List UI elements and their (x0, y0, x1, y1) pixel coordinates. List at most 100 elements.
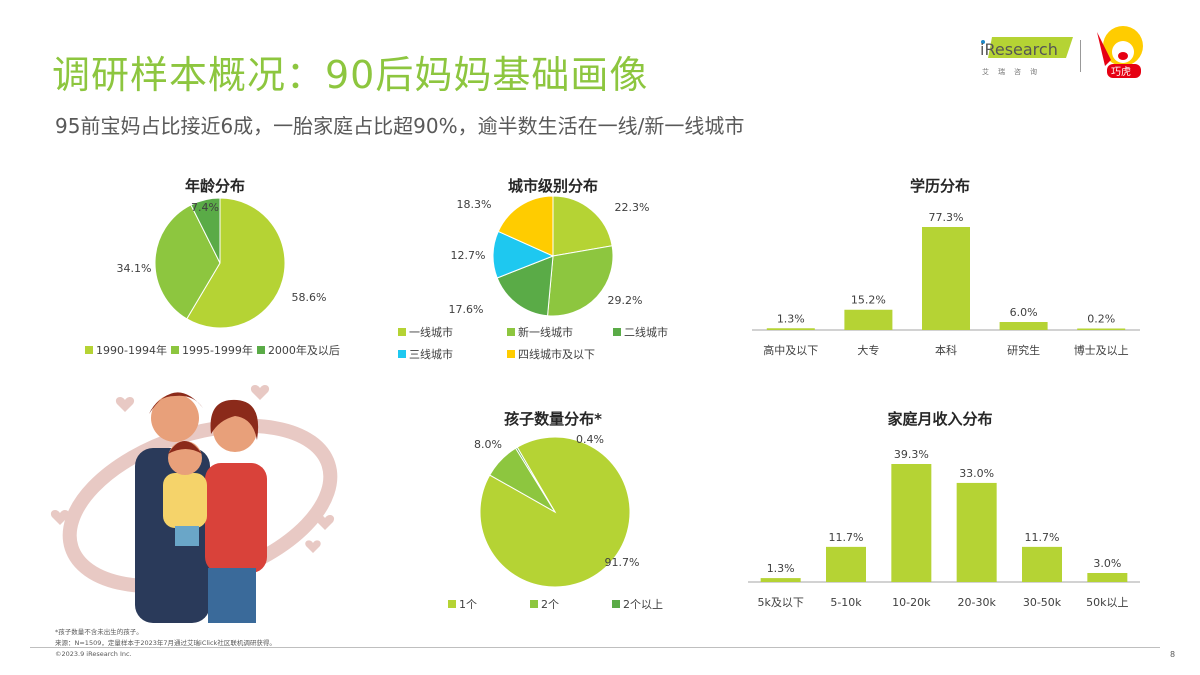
kids-chart-title: 孩子数量分布* (504, 410, 602, 428)
x-tick-label: 30-50k (1023, 596, 1062, 609)
legend-swatch (530, 600, 538, 608)
bar-data-label: 11.7% (829, 531, 864, 544)
pie-data-label: 12.7% (451, 249, 486, 262)
pie-data-label: 91.7% (605, 556, 640, 569)
iresearch-logo: iResearch 艾瑞咨询 (978, 34, 1073, 84)
pie-slice (190, 197, 221, 264)
legend-swatch (448, 600, 456, 608)
x-tick-label: 大专 (857, 343, 879, 357)
legend-swatch (256, 346, 265, 354)
age-chart-title: 年龄分布 (184, 177, 246, 195)
pie-slice (514, 446, 556, 513)
x-tick-label: 高中及以下 (763, 343, 818, 357)
legend-swatch (85, 346, 93, 354)
bar (922, 227, 970, 330)
bar (1022, 546, 1062, 582)
logo-divider (1080, 40, 1081, 72)
kids-legend-3: 2个以上 (612, 596, 663, 612)
pie-data-label: 29.2% (608, 294, 643, 307)
city-legend-1: 一线城市 (398, 324, 453, 340)
city-legend-4: 三线城市 (398, 346, 453, 362)
bar (1077, 328, 1126, 330)
legend-label: 新一线城市 (518, 326, 573, 339)
bar (956, 482, 997, 582)
bar (844, 309, 893, 330)
x-tick-label: 5-10k (830, 596, 862, 609)
pie-data-label: 58.6% (292, 291, 327, 304)
page-subtitle: 95前宝妈占比接近6成，一胎家庭占比超90%，逾半数生活在一线/新一线城市 (55, 114, 745, 138)
svg-text:艾瑞咨询: 艾瑞咨询 (982, 67, 1046, 76)
pie-slice (496, 255, 554, 317)
income-chart-title: 家庭月收入分布 (887, 410, 993, 428)
bar-data-label: 11.7% (1025, 531, 1060, 544)
pie-slice (154, 204, 221, 320)
pie-slice (547, 245, 614, 317)
footnote: *孩子数量不含未出生的孩子。 (55, 628, 143, 636)
city-legend-2: 新一线城市 (507, 324, 573, 340)
bar (999, 322, 1048, 330)
city-legend-5: 四线城市及以下 (507, 346, 595, 362)
bar-data-label: 1.3% (767, 562, 795, 575)
legend-swatch (507, 328, 515, 336)
legend-label: 1990-1994年 (96, 344, 167, 357)
bar (766, 328, 815, 330)
bar-data-label: 0.2% (1087, 313, 1115, 326)
pie-data-label: 18.3% (457, 198, 492, 211)
x-tick-label: 5k及以下 (757, 596, 803, 609)
legend-label: 2000年及以后 (267, 344, 340, 357)
legend-label: 二线城市 (624, 326, 668, 339)
city-chart-title: 城市级别分布 (507, 177, 599, 195)
bar (760, 578, 801, 582)
legend-label: 1995-1999年 (181, 344, 253, 357)
qiaohu-logo: 巧虎 (1093, 22, 1149, 86)
bar (891, 464, 932, 582)
x-tick-label: 20-30k (957, 596, 996, 609)
legend-label: 2个 (541, 598, 559, 611)
legend-swatch (398, 350, 406, 358)
legend-swatch (507, 350, 515, 358)
age-legend: 1990-1994年 1995-1999年 2000年及以后 (85, 342, 340, 358)
legend-swatch (613, 328, 621, 336)
page-title: 调研样本概况：90后妈妈基础画像 (52, 53, 649, 97)
copyright: ©2023.9 iResearch Inc. (55, 650, 132, 658)
legend-label: 1个 (459, 598, 477, 611)
pie-slice (497, 195, 554, 257)
pie-data-label: 34.1% (117, 262, 152, 275)
pie-data-label: 7.4% (191, 201, 219, 214)
legend-swatch (170, 346, 179, 354)
pie-data-label: 22.3% (615, 201, 650, 214)
bar (826, 546, 866, 582)
education-chart-title: 学历分布 (909, 177, 971, 195)
x-tick-label: 本科 (935, 343, 957, 357)
legend-swatch (398, 328, 406, 336)
pie-data-label: 8.0% (474, 438, 502, 451)
pie-slice (186, 197, 286, 329)
source-note: 来源：N=1509，定量样本于2023年7月通过艾瑞iClick社区联机调研获得… (55, 639, 276, 647)
kids-legend-2: 2个 (530, 596, 559, 612)
footer-divider (30, 647, 1160, 648)
city-legend-3: 二线城市 (613, 324, 668, 340)
bar-data-label: 33.0% (959, 467, 994, 480)
legend-label: 四线城市及以下 (518, 348, 595, 361)
x-tick-label: 10-20k (892, 596, 931, 609)
bar-data-label: 3.0% (1093, 557, 1121, 570)
page-number: 8 (1170, 650, 1176, 659)
legend-label: 2个以上 (623, 598, 663, 611)
legend-label: 三线城市 (409, 348, 453, 361)
x-tick-label: 博士及以上 (1074, 344, 1129, 357)
pie-data-label: 17.6% (449, 303, 484, 316)
family-illustration (45, 378, 345, 627)
bar-data-label: 39.3% (894, 448, 929, 461)
x-tick-label: 研究生 (1007, 343, 1040, 357)
legend-swatch (612, 600, 620, 608)
bar (1087, 572, 1128, 582)
pie-slice (552, 195, 613, 257)
x-tick-label: 50k以上 (1086, 596, 1128, 609)
legend-label: 一线城市 (409, 326, 453, 339)
bar-data-label: 15.2% (851, 294, 886, 307)
bar-data-label: 6.0% (1010, 306, 1038, 319)
svg-text:iResearch: iResearch (980, 40, 1058, 59)
bar-data-label: 1.3% (777, 312, 805, 325)
bar-data-label: 77.3% (929, 211, 964, 224)
